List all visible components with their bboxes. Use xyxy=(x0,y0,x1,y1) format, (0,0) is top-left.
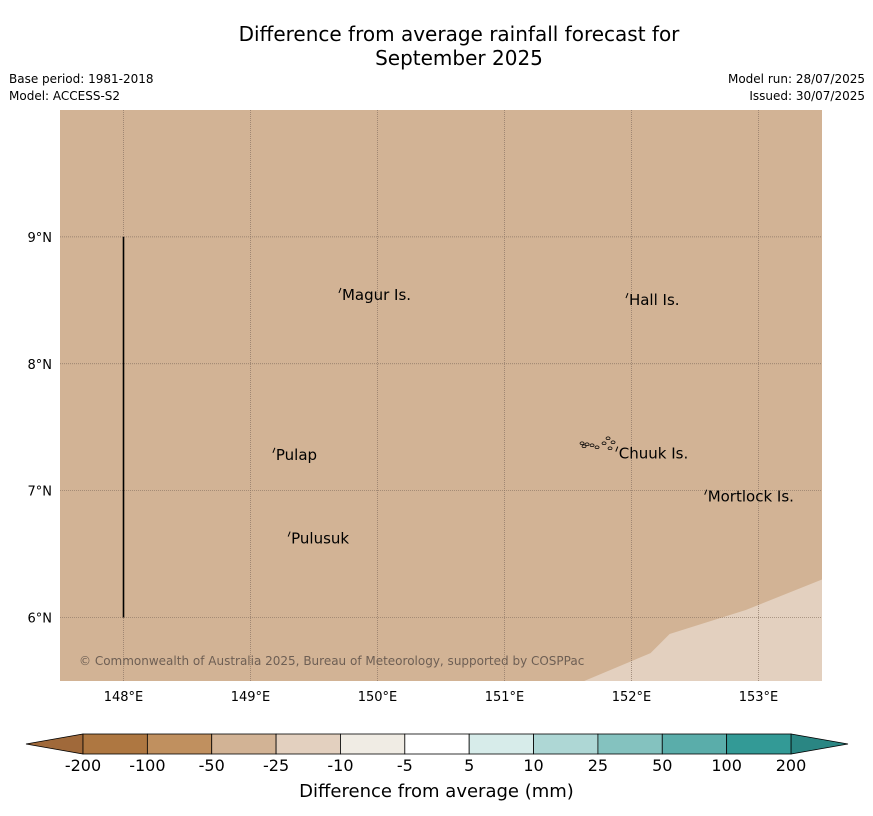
colorbar-swatch xyxy=(533,733,599,755)
island-mark xyxy=(625,292,629,299)
place-label: Mortlock Is. xyxy=(708,488,794,506)
latitude-tick-label: 7°N xyxy=(28,485,53,500)
island-outline xyxy=(589,443,595,448)
colorbar-swatch xyxy=(340,733,406,755)
colorbar-extend-high xyxy=(790,733,849,755)
copyright-text: © Commonwealth of Australia 2025, Bureau… xyxy=(79,654,584,668)
colorbar-tick-label: 200 xyxy=(775,756,807,775)
longitude-tick-label: 151°E xyxy=(485,690,525,705)
island-mark xyxy=(338,287,342,294)
colorbar-tick-label: -100 xyxy=(129,756,166,775)
colorbar-swatch xyxy=(597,733,663,755)
longitude-tick-label: 152°E xyxy=(612,690,652,705)
metadata-left: Base period: 1981-2018 Model: ACCESS-S2 xyxy=(9,71,154,105)
island-outline xyxy=(601,441,607,446)
colorbar-tick-label: -50 xyxy=(198,756,225,775)
latitude-tick-label: 6°N xyxy=(28,612,53,627)
place-label: Pulusuk xyxy=(291,530,349,548)
colorbar-tick-label: 5 xyxy=(464,756,475,775)
island-outline xyxy=(607,446,613,451)
colorbar-swatch xyxy=(211,733,277,755)
island-outline xyxy=(610,440,616,445)
longitude-tick-label: 150°E xyxy=(358,690,398,705)
colorbar-tick-label: 10 xyxy=(523,756,544,775)
title-line-2: September 2025 xyxy=(375,46,543,70)
colorbar-swatch xyxy=(82,733,148,755)
colorbar-swatch xyxy=(404,733,470,755)
title-line-1: Difference from average rainfall forecas… xyxy=(238,22,680,46)
island-outline xyxy=(605,436,611,441)
lower-deficit-region xyxy=(584,579,822,681)
place-label: Hall Is. xyxy=(629,291,680,309)
island-outline xyxy=(584,442,590,447)
longitude-tick-label: 149°E xyxy=(231,690,271,705)
metadata-right: Model run: 28/07/2025 Issued: 30/07/2025 xyxy=(728,71,865,105)
base-period-text: Base period: 1981-2018 xyxy=(9,72,154,86)
island-mark xyxy=(272,447,276,454)
graticule xyxy=(60,110,822,681)
map-background xyxy=(60,110,822,681)
island-mark xyxy=(287,531,291,537)
colorbar-swatch xyxy=(661,733,728,755)
island-outline xyxy=(594,445,600,450)
place-label: Magur Is. xyxy=(342,286,411,304)
colorbar-swatch xyxy=(468,733,534,755)
colorbar-tick-label: -5 xyxy=(396,756,413,775)
latitude-tick-label: 8°N xyxy=(28,358,53,373)
island-outline xyxy=(579,441,585,446)
colorbar-tick-label: 50 xyxy=(652,756,673,775)
colorbar xyxy=(25,733,849,755)
colorbar-swatch xyxy=(726,733,792,755)
island-mark xyxy=(615,446,619,452)
longitude-tick-label: 153°E xyxy=(739,690,779,705)
island-mark xyxy=(704,489,708,495)
issued-text: Issued: 30/07/2025 xyxy=(749,89,865,103)
place-label: Chuuk Is. xyxy=(619,445,688,463)
island-outlines xyxy=(272,287,708,537)
colorbar-tick-label: -200 xyxy=(64,756,102,775)
place-label: Pulap xyxy=(276,446,317,464)
colorbar-extend-low xyxy=(25,733,84,755)
colorbar-swatch xyxy=(275,733,341,755)
place-labels: Magur Is. Hall Is. Pulap Chuuk Is. Mortlock … xyxy=(276,286,794,548)
island-outline xyxy=(581,444,587,449)
colorbar-title: Difference from average (mm) xyxy=(299,781,574,802)
latitude-tick-label: 9°N xyxy=(28,231,53,246)
colorbar-swatch xyxy=(146,733,213,755)
model-text: Model: ACCESS-S2 xyxy=(9,89,121,103)
model-run-text: Model run: 28/07/2025 xyxy=(727,72,865,86)
longitude-tick-label: 148°E xyxy=(104,690,144,705)
colorbar-tick-label: 100 xyxy=(711,756,742,775)
map-title: Difference from average rainfall forecas… xyxy=(0,22,873,70)
colorbar-tick-label: -25 xyxy=(263,756,290,775)
colorbar-tick-label: -10 xyxy=(327,756,354,775)
colorbar-tick-label: 25 xyxy=(587,756,609,775)
axis-tick-labels: 148°E 149°E 150°E 151°E 152°E 153°E 9°N 8°N 7°N 6… xyxy=(28,231,779,705)
